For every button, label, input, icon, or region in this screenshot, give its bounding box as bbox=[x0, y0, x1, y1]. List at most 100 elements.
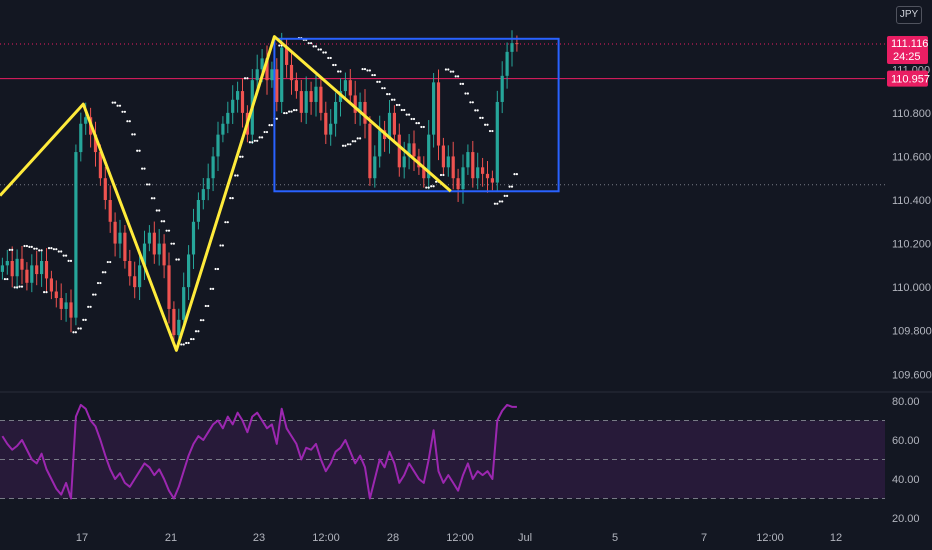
psar-dot bbox=[216, 267, 220, 271]
psar-dot bbox=[488, 129, 492, 133]
psar-dot bbox=[150, 197, 153, 200]
psar-dot bbox=[121, 110, 124, 113]
psar-dot bbox=[126, 120, 129, 123]
psar-dot bbox=[491, 129, 494, 133]
time-tick-label: 7 bbox=[701, 532, 707, 544]
candle-body bbox=[485, 173, 490, 179]
psar-dot bbox=[344, 144, 347, 147]
psar-dot bbox=[341, 144, 345, 147]
psar-dot bbox=[180, 343, 183, 346]
psar-dot bbox=[457, 75, 460, 78]
psar-dot bbox=[261, 136, 264, 139]
psar-dot bbox=[45, 291, 48, 294]
psar-dot bbox=[253, 139, 256, 142]
psar-dot bbox=[20, 285, 24, 288]
candle-body bbox=[103, 178, 107, 200]
psar-dot bbox=[288, 110, 291, 113]
psar-dot bbox=[160, 220, 163, 223]
candle-body bbox=[471, 152, 475, 179]
candle-body bbox=[40, 261, 44, 275]
psar-dot bbox=[28, 245, 31, 248]
candle-body bbox=[123, 232, 127, 261]
psar-dot bbox=[466, 92, 469, 95]
psar-dot bbox=[219, 244, 222, 247]
psar-dot bbox=[324, 51, 327, 54]
currency-button[interactable]: JPY bbox=[896, 6, 922, 24]
price-tick-label: 110.800 bbox=[892, 108, 931, 120]
candle-body bbox=[64, 302, 68, 309]
candle-body bbox=[348, 80, 352, 96]
psar-dot bbox=[67, 259, 70, 263]
candle-body bbox=[515, 43, 519, 45]
candle-body bbox=[353, 95, 357, 113]
price-tick-label: 109.800 bbox=[892, 326, 932, 338]
psar-dot bbox=[327, 56, 330, 60]
candle-body bbox=[79, 123, 83, 153]
psar-dot bbox=[486, 123, 489, 126]
psar-dot bbox=[410, 117, 413, 121]
candle-body bbox=[481, 167, 485, 174]
candle-body bbox=[368, 123, 372, 179]
psar-dot bbox=[307, 42, 310, 45]
candle-body bbox=[231, 99, 235, 113]
candle-body bbox=[270, 69, 274, 81]
psar-dot bbox=[229, 196, 232, 200]
psar-dot bbox=[13, 286, 16, 289]
candle-body bbox=[98, 152, 102, 179]
psar-dot bbox=[136, 149, 139, 152]
psar-dot bbox=[141, 167, 144, 170]
psar-dot bbox=[192, 337, 195, 341]
psar-dot bbox=[57, 250, 60, 253]
psar-dot bbox=[248, 141, 251, 144]
psar-dot bbox=[231, 196, 234, 200]
candle-body bbox=[177, 319, 181, 336]
candle-body bbox=[329, 123, 333, 135]
psar-dot bbox=[479, 116, 482, 119]
rsi-tick-label: 40.00 bbox=[892, 474, 920, 486]
candle-body bbox=[172, 308, 176, 336]
psar-dot bbox=[322, 51, 325, 54]
psar-dot bbox=[77, 327, 80, 330]
candle-body bbox=[201, 189, 205, 200]
candle-body bbox=[500, 75, 504, 102]
psar-dot bbox=[69, 259, 73, 263]
candle-body bbox=[343, 80, 347, 92]
psar-dot bbox=[96, 281, 100, 285]
psar-dot bbox=[363, 67, 367, 71]
last-price-tag bbox=[887, 36, 928, 65]
time-tick-label: 17 bbox=[76, 532, 88, 544]
rsi-tick-label: 80.00 bbox=[892, 396, 920, 408]
candle-body bbox=[35, 265, 39, 275]
psar-dot bbox=[513, 173, 516, 176]
candle-body bbox=[407, 143, 411, 157]
psar-dot bbox=[221, 244, 224, 247]
candle-body bbox=[451, 156, 455, 179]
psar-dot bbox=[356, 137, 359, 140]
candle-body bbox=[5, 261, 9, 266]
candle-body bbox=[461, 167, 465, 190]
psar-dot bbox=[8, 248, 11, 251]
candle-body bbox=[309, 91, 313, 102]
psar-dot bbox=[386, 93, 389, 96]
psar-dot bbox=[25, 244, 28, 248]
psar-dot bbox=[390, 98, 394, 101]
psar-dot bbox=[155, 209, 158, 212]
psar-dot bbox=[89, 305, 92, 308]
candle-body bbox=[436, 82, 441, 146]
psar-dot bbox=[111, 101, 114, 104]
candle-body bbox=[128, 261, 132, 277]
psar-dot bbox=[23, 244, 26, 248]
psar-dot bbox=[177, 258, 180, 261]
candle-body bbox=[392, 112, 396, 135]
candle-body bbox=[456, 178, 460, 190]
candle-body bbox=[412, 143, 416, 157]
psar-dot bbox=[381, 87, 384, 90]
psar-dot bbox=[329, 56, 332, 60]
candle-body bbox=[432, 82, 436, 135]
psar-dot bbox=[72, 331, 75, 334]
candle-body bbox=[93, 134, 98, 153]
psar-dot bbox=[16, 286, 19, 289]
psar-dot bbox=[40, 249, 43, 252]
psar-dot bbox=[87, 305, 90, 308]
psar-dot bbox=[224, 221, 227, 224]
